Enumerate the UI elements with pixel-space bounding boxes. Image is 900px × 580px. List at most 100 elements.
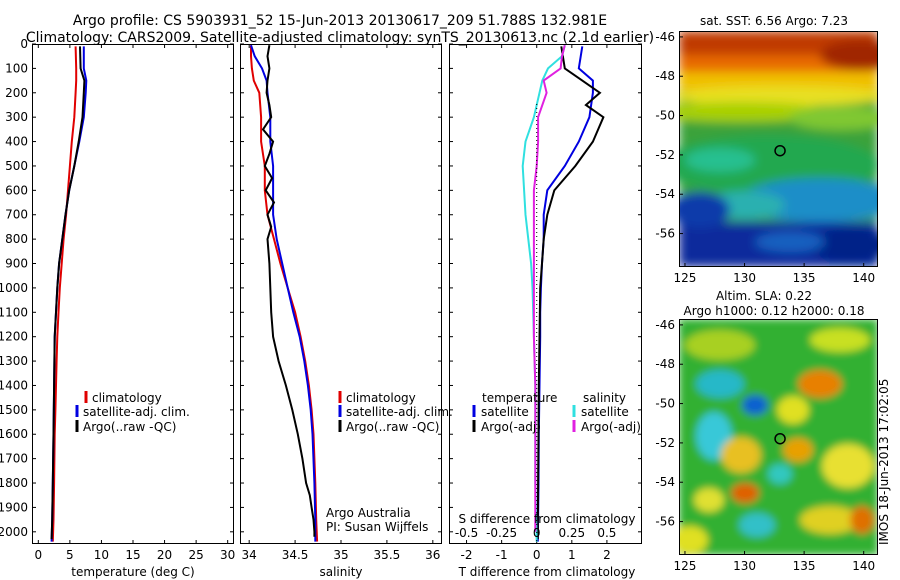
temperature-plot: 0100200300400500600700800900100011001200…: [0, 37, 235, 562]
y-tick-label: 500: [5, 159, 28, 173]
map-y-tick-label: -56: [655, 515, 675, 529]
x-tick-label: 10: [94, 548, 109, 562]
series-line-climatology: [51, 46, 78, 542]
s-diff-tick-label: 0.25: [558, 526, 585, 540]
sla-map-axes: 125 130 135 140 -46 -48 -50 -52 -54 -56: [655, 318, 875, 573]
difference-plot: -2 -1 0 1 2 -0.5 -0.25 0 0.25 0.5: [449, 43, 642, 562]
y-tick-label: 200: [5, 86, 28, 100]
legend-label: climatology: [346, 391, 416, 405]
map-x-tick-label: 135: [793, 559, 816, 573]
y-tick-label: 1500: [0, 403, 28, 417]
y-tick-label: 1400: [0, 378, 28, 392]
map-y-tick-label: -54: [655, 475, 675, 489]
y-tick-label: 700: [5, 208, 28, 222]
y-tick-label: 600: [5, 183, 28, 197]
sla-map-subtitle: Argo h1000: 0.12 h2000: 0.18: [684, 304, 865, 318]
legend-label: satellite-adj. clim.: [346, 405, 453, 419]
x-tick-label: 35: [333, 548, 348, 562]
x-tick-label: 36: [425, 548, 440, 562]
x-tick-label: -1: [496, 548, 508, 562]
y-tick-label: 800: [5, 232, 28, 246]
series-line-argo-raw-qc: [261, 45, 316, 537]
y-tick-label: 1000: [0, 281, 28, 295]
series-line-temperature-satellite: [536, 46, 594, 542]
sst-map-field: [679, 31, 878, 267]
x-tick-label: 1: [568, 548, 576, 562]
map-x-tick-label: 125: [674, 271, 697, 285]
salinity-legend: climatology satellite-adj. clim. Argo(..…: [338, 391, 453, 434]
salinity-plot: 34 34.5 35 35.5 36: [240, 43, 442, 562]
temperature-legend: climatology satellite-adj. clim. Argo(..…: [75, 391, 190, 434]
series-line-climatology: [250, 45, 319, 542]
y-tick-label: 1100: [0, 305, 28, 319]
series-line-temperature-argo-adj: [536, 46, 605, 540]
map-y-tick-label: -54: [655, 187, 675, 201]
figure-subtitle: Climatology: CARS2009. Satellite-adjuste…: [26, 30, 654, 46]
legend-header-temperature: temperature: [482, 391, 557, 405]
s-diff-tick-label: 0.5: [597, 526, 616, 540]
series-line-argo-raw-qc: [50, 46, 86, 540]
y-tick-label: 0: [20, 37, 28, 51]
salinity-annotation-line2: PI: Susan Wijffels: [326, 520, 428, 534]
temperature-panel: [32, 44, 234, 544]
sla-map-title: Altim. SLA: 0.22: [716, 289, 812, 303]
map-y-tick-label: -52: [655, 436, 675, 450]
footer-stamp: IMOS 18-Jun-2013 17:02:05: [877, 379, 891, 545]
legend-label: satellite: [581, 405, 629, 419]
legend-label: Argo(..raw -QC): [346, 420, 439, 434]
x-tick-label: 0: [34, 548, 42, 562]
map-x-tick-label: 140: [852, 559, 875, 573]
y-tick-label: 1300: [0, 354, 28, 368]
map-x-tick-label: 130: [733, 271, 756, 285]
y-tick-label: 2000: [0, 525, 28, 539]
y-tick-label: 1800: [0, 476, 28, 490]
salinity-xlabel: salinity: [319, 565, 362, 579]
map-y-tick-label: -46: [655, 318, 675, 332]
x-tick-label: 34: [242, 548, 257, 562]
sst-map-axes: 125 130 135 140 -46 -48 -50 -52 -54 -56: [655, 30, 875, 285]
y-tick-label: 900: [5, 257, 28, 271]
x-tick-label: 35.5: [374, 548, 401, 562]
series-line-salinity-argo-adj: [532, 44, 566, 532]
legend-label: Argo(-adj): [581, 420, 641, 434]
series-line-salinity-satellite: [521, 44, 566, 542]
salinity-annotation-line1: Argo Australia: [326, 506, 411, 520]
sst-map-title: sat. SST: 6.56 Argo: 7.23: [700, 14, 848, 28]
x-tick-label: 30: [220, 548, 235, 562]
x-tick-label: 20: [157, 548, 172, 562]
s-diff-tick-label: -0.5: [455, 526, 478, 540]
map-x-tick-label: 125: [674, 559, 697, 573]
sst-map-frame: [679, 31, 878, 267]
map-y-tick-label: -50: [655, 397, 675, 411]
map-x-tick-label: 135: [793, 271, 816, 285]
argo-location-marker: [774, 144, 786, 157]
map-y-tick-label: -56: [655, 227, 675, 241]
argo-location-marker: [774, 432, 786, 445]
legend-label: satellite-adj. clim.: [83, 405, 190, 419]
legend-label: satellite: [481, 405, 529, 419]
x-tick-label: 2: [603, 548, 611, 562]
temperature-xlabel: temperature (deg C): [71, 565, 194, 579]
map-y-tick-label: -52: [655, 148, 675, 162]
x-tick-label: 0: [533, 548, 541, 562]
y-tick-label: 1700: [0, 452, 28, 466]
x-tick-label: 15: [125, 548, 140, 562]
map-y-tick-label: -48: [655, 357, 675, 371]
map-x-tick-label: 130: [733, 559, 756, 573]
difference-xlabel: T difference from climatology: [458, 565, 636, 579]
legend-label: Argo(-adj): [481, 420, 541, 434]
map-y-tick-label: -50: [655, 109, 675, 123]
legend-label: climatology: [92, 391, 162, 405]
sla-map-frame: [679, 319, 878, 555]
map-y-tick-label: -46: [655, 30, 675, 44]
x-tick-label: 34.5: [282, 548, 309, 562]
y-tick-label: 1600: [0, 427, 28, 441]
s-diff-tick-label: 0: [533, 526, 541, 540]
sla-map-field: [679, 319, 878, 555]
y-tick-label: 400: [5, 135, 28, 149]
y-tick-label: 1200: [0, 330, 28, 344]
legend-header-salinity: salinity: [583, 391, 626, 405]
difference-legend: temperature salinity satellite Argo(-adj…: [472, 391, 641, 434]
figure-title: Argo profile: CS 5903931_52 15-Jun-2013 …: [73, 13, 607, 29]
